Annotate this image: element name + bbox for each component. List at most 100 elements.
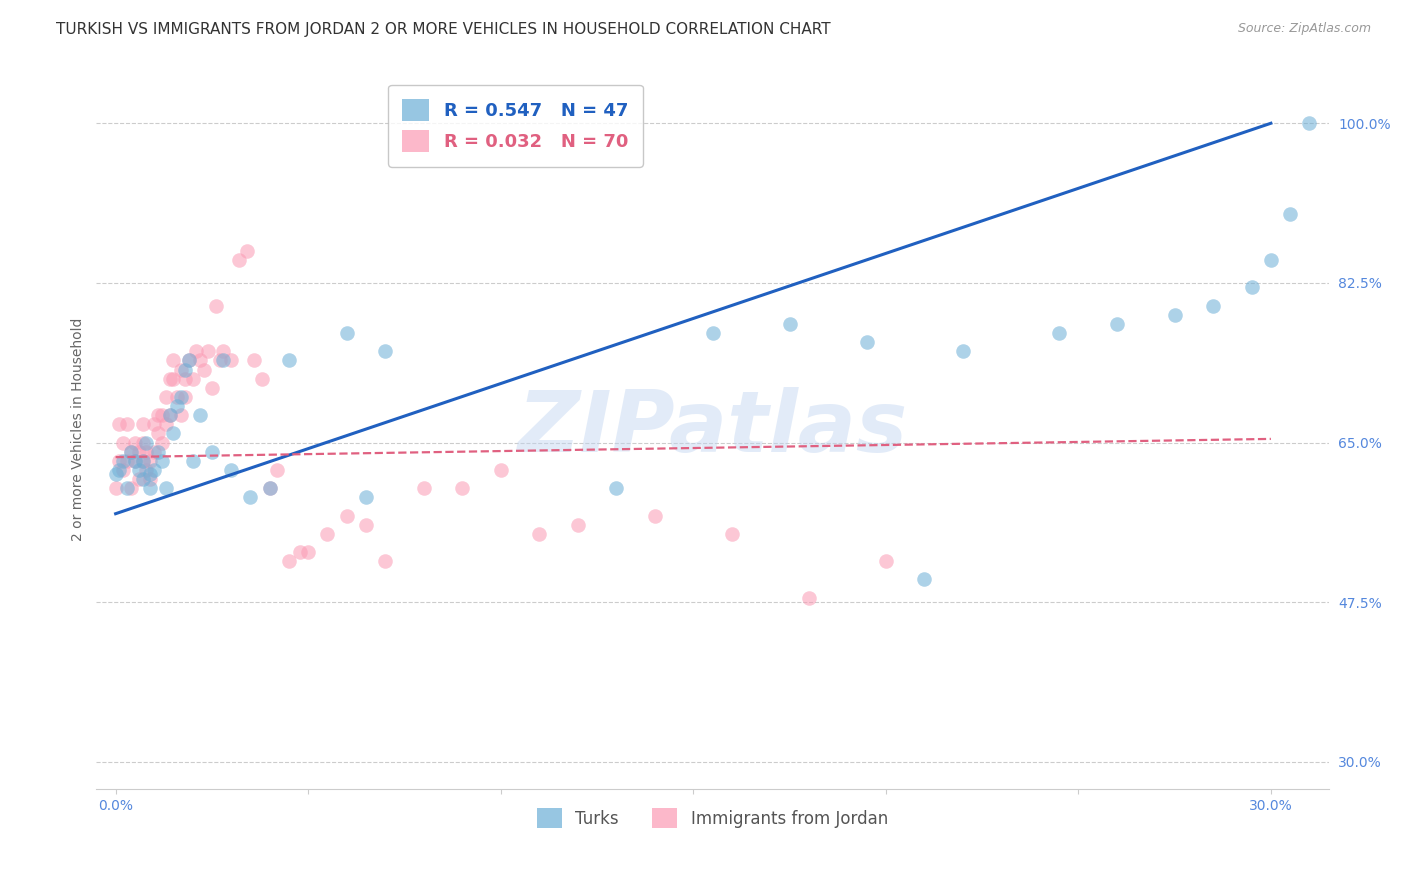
Point bbox=[150, 408, 173, 422]
Point bbox=[228, 253, 250, 268]
Point bbox=[212, 353, 235, 368]
Point bbox=[112, 463, 135, 477]
Point bbox=[162, 353, 184, 368]
Point bbox=[952, 344, 974, 359]
Point bbox=[139, 467, 162, 482]
Point bbox=[162, 372, 184, 386]
Point bbox=[259, 481, 281, 495]
Point bbox=[1202, 299, 1225, 313]
Point bbox=[112, 454, 135, 468]
Point bbox=[201, 444, 224, 458]
Point bbox=[115, 481, 138, 495]
Point bbox=[174, 372, 197, 386]
Point bbox=[266, 463, 288, 477]
Point bbox=[150, 435, 173, 450]
Point bbox=[204, 299, 226, 313]
Point bbox=[177, 353, 200, 368]
Point bbox=[150, 454, 173, 468]
Point bbox=[188, 353, 211, 368]
Text: ZIPatlas: ZIPatlas bbox=[517, 387, 908, 470]
Point bbox=[250, 372, 273, 386]
Point bbox=[146, 408, 169, 422]
Point bbox=[1105, 317, 1128, 331]
Point bbox=[166, 399, 188, 413]
Point bbox=[1240, 280, 1263, 294]
Point bbox=[316, 526, 339, 541]
Point bbox=[128, 463, 150, 477]
Point bbox=[135, 463, 157, 477]
Point bbox=[912, 573, 935, 587]
Point bbox=[529, 526, 551, 541]
Y-axis label: 2 or more Vehicles in Household: 2 or more Vehicles in Household bbox=[72, 318, 86, 541]
Legend: Turks, Immigrants from Jordan: Turks, Immigrants from Jordan bbox=[530, 801, 894, 835]
Point bbox=[720, 526, 742, 541]
Point bbox=[243, 353, 266, 368]
Point bbox=[170, 362, 193, 376]
Point bbox=[197, 344, 219, 359]
Point bbox=[120, 481, 142, 495]
Point bbox=[135, 435, 157, 450]
Point bbox=[354, 517, 377, 532]
Point bbox=[162, 426, 184, 441]
Point bbox=[259, 481, 281, 495]
Point bbox=[354, 491, 377, 505]
Point bbox=[131, 454, 153, 468]
Point bbox=[120, 444, 142, 458]
Text: TURKISH VS IMMIGRANTS FROM JORDAN 2 OR MORE VEHICLES IN HOUSEHOLD CORRELATION CH: TURKISH VS IMMIGRANTS FROM JORDAN 2 OR M… bbox=[56, 22, 831, 37]
Point bbox=[212, 344, 235, 359]
Point bbox=[170, 390, 193, 404]
Point bbox=[166, 390, 188, 404]
Point bbox=[1260, 253, 1282, 268]
Point bbox=[159, 372, 181, 386]
Point bbox=[131, 435, 153, 450]
Point bbox=[219, 353, 242, 368]
Text: Source: ZipAtlas.com: Source: ZipAtlas.com bbox=[1237, 22, 1371, 36]
Point bbox=[336, 508, 359, 523]
Point bbox=[155, 390, 177, 404]
Point bbox=[1163, 308, 1185, 322]
Point bbox=[131, 472, 153, 486]
Point bbox=[170, 408, 193, 422]
Point bbox=[115, 454, 138, 468]
Point bbox=[239, 491, 262, 505]
Point bbox=[567, 517, 589, 532]
Point bbox=[219, 463, 242, 477]
Point bbox=[104, 467, 127, 482]
Point bbox=[605, 481, 627, 495]
Point bbox=[115, 417, 138, 432]
Point bbox=[186, 344, 208, 359]
Point bbox=[139, 472, 162, 486]
Point bbox=[124, 454, 146, 468]
Point bbox=[208, 353, 231, 368]
Point bbox=[235, 244, 257, 258]
Point bbox=[297, 545, 319, 559]
Point bbox=[336, 326, 359, 340]
Point bbox=[193, 362, 215, 376]
Point bbox=[124, 435, 146, 450]
Point bbox=[159, 408, 181, 422]
Point bbox=[1298, 116, 1320, 130]
Point bbox=[875, 554, 897, 568]
Point bbox=[143, 463, 166, 477]
Point bbox=[143, 444, 166, 458]
Point bbox=[146, 426, 169, 441]
Point bbox=[159, 408, 181, 422]
Point bbox=[201, 381, 224, 395]
Point bbox=[131, 454, 153, 468]
Point bbox=[131, 417, 153, 432]
Point bbox=[374, 344, 396, 359]
Point bbox=[155, 481, 177, 495]
Point bbox=[124, 454, 146, 468]
Point bbox=[188, 408, 211, 422]
Point bbox=[174, 362, 197, 376]
Point bbox=[120, 444, 142, 458]
Point bbox=[855, 335, 877, 350]
Point bbox=[108, 454, 131, 468]
Point bbox=[290, 545, 312, 559]
Point bbox=[174, 390, 197, 404]
Point bbox=[177, 353, 200, 368]
Point bbox=[1279, 207, 1302, 221]
Point bbox=[277, 353, 299, 368]
Point bbox=[128, 444, 150, 458]
Point bbox=[1047, 326, 1070, 340]
